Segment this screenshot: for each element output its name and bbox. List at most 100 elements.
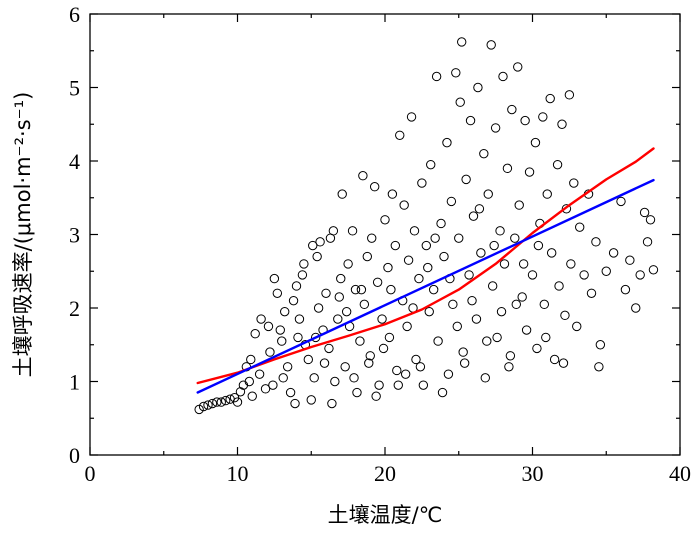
data-point [513,62,523,72]
data-point [443,369,454,379]
data-point [459,358,470,368]
data-point [411,354,421,365]
data-point [365,351,375,361]
data-point [306,395,316,405]
data-point [490,123,501,133]
data-point [545,93,555,104]
data-point [246,354,256,365]
data-point [377,314,387,324]
data-point [514,200,524,210]
x-tick-label: 10 [227,461,249,486]
x-tick-label: 40 [669,461,691,486]
data-point [492,332,502,343]
data-point [369,182,380,192]
data-point [439,251,449,262]
data-point [504,362,514,372]
data-point [198,401,209,412]
data-point [403,255,414,265]
data-point [591,237,601,247]
data-point [560,310,570,321]
data-point [496,306,507,317]
data-point [232,397,243,407]
data-point [451,68,461,78]
data-point [371,391,381,401]
y-tick-label: 6 [69,2,80,27]
y-tick-label: 1 [69,370,80,395]
data-point [480,373,490,383]
data-point [291,281,302,291]
data-point [282,362,293,372]
data-point [517,292,527,302]
data-point [482,336,492,346]
data-point [384,332,395,343]
data-point [280,306,290,317]
data-point [315,237,325,247]
data-point [341,306,352,317]
data-point [608,248,619,258]
data-point [533,240,544,251]
data-point [455,97,465,107]
data-point [549,354,560,365]
data-point [378,343,389,354]
fit-curve-red [196,147,655,385]
data-point [421,240,431,251]
data-point [303,354,313,365]
y-tick-label: 5 [69,76,80,101]
data-point [272,288,283,298]
data-point [336,273,346,284]
data-point [539,299,549,310]
data-point [518,259,529,269]
data-point [532,343,542,354]
data-point [254,369,265,379]
data-point [620,284,631,295]
data-point [586,288,597,298]
data-point [235,387,246,397]
data-point [452,321,462,332]
data-point [402,321,412,332]
data-point [268,380,278,390]
data-point [424,306,434,317]
data-point [374,380,384,390]
data-point [521,325,532,335]
data-point [275,325,285,335]
x-tick-label: 20 [374,461,396,486]
x-tick-label: 0 [85,461,96,486]
data-point [423,262,433,273]
data-point [343,259,353,269]
data-point [554,281,564,291]
data-point [352,387,362,398]
data-point [263,321,274,332]
data-point [367,233,377,243]
data-point [495,226,505,236]
x-axis-title: 土壤温度/℃ [328,503,443,527]
data-point [561,204,572,214]
data-point [546,248,557,258]
data-point [380,215,390,225]
data-point [487,281,498,291]
data-point [431,71,442,82]
data-point [520,115,530,126]
data-point [572,321,582,332]
y-axis-title: 土壤呼吸速率/(μmol·m⁻²·s⁻¹) [11,92,35,378]
data-point [499,259,510,269]
data-point [333,314,343,324]
data-point [457,37,467,47]
data-point [474,204,485,214]
data-point [310,332,321,343]
data-point [387,189,398,199]
data-point [290,398,300,409]
data-point [207,398,218,409]
data-point [330,376,340,387]
data-point [359,299,370,310]
data-point [399,200,409,210]
data-point [594,362,604,372]
data-point [319,358,330,368]
data-point [386,284,396,295]
data-point [564,90,575,100]
data-point [418,380,429,390]
data-point [256,314,266,324]
data-point [293,332,303,343]
data-point [297,270,308,280]
data-point [355,336,365,346]
data-point [414,273,424,284]
